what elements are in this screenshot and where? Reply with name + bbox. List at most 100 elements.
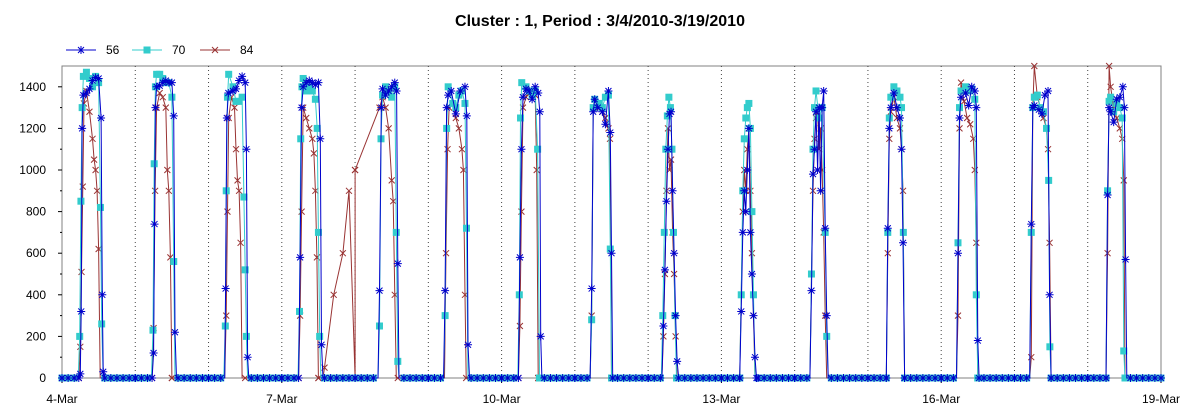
data-point: [606, 245, 614, 253]
data-point: [590, 95, 599, 104]
data-point: [979, 374, 988, 382]
data-point: [390, 78, 399, 87]
data-point: [464, 340, 473, 349]
data-point: [876, 374, 885, 382]
data-point: [1118, 114, 1126, 122]
y-tick-label: 800: [26, 205, 46, 219]
data-point: [659, 322, 668, 330]
data-point: [86, 108, 93, 116]
data-point: [906, 374, 915, 382]
data-point: [943, 374, 952, 382]
data-point: [528, 95, 537, 104]
data-point: [119, 374, 128, 382]
data-point: [1045, 290, 1054, 299]
data-point: [957, 93, 966, 102]
data-point: [78, 104, 86, 112]
data-point: [1138, 374, 1147, 382]
data-point: [165, 187, 173, 195]
data-point: [546, 374, 555, 382]
data-point: [955, 114, 964, 122]
data-point: [387, 82, 396, 91]
data-point: [680, 374, 689, 382]
data-point: [299, 74, 307, 82]
data-point: [169, 111, 178, 120]
data-point: [312, 187, 319, 195]
data-point: [966, 120, 974, 128]
data-point: [455, 125, 463, 132]
data-point: [82, 68, 90, 76]
data-point: [604, 86, 613, 95]
data-point: [1053, 374, 1062, 382]
data-point: [461, 99, 469, 107]
data-point: [442, 103, 451, 112]
data-point: [308, 78, 317, 87]
data-point: [1126, 374, 1135, 382]
legend-marker: [77, 46, 85, 54]
data-point: [889, 89, 898, 98]
data-point: [77, 307, 86, 316]
data-point: [1077, 374, 1086, 382]
data-point: [552, 374, 561, 382]
series-layer: [58, 62, 1165, 382]
data-point: [385, 125, 393, 132]
data-point: [723, 374, 732, 382]
legend-marker: [211, 46, 219, 54]
data-point: [74, 374, 83, 382]
data-point: [221, 284, 230, 293]
data-point: [1065, 374, 1074, 382]
data-point: [533, 166, 541, 174]
data-point: [536, 332, 545, 341]
data-point: [1115, 93, 1124, 102]
data-point: [392, 86, 401, 95]
data-point: [242, 332, 250, 340]
data-point: [895, 114, 904, 122]
data-point: [918, 374, 927, 382]
data-point: [972, 291, 980, 299]
data-point: [265, 374, 274, 382]
data-point: [671, 311, 680, 320]
data-point: [243, 353, 252, 362]
data-point: [742, 114, 750, 122]
data-point: [305, 76, 314, 85]
data-point: [937, 374, 946, 382]
data-point: [992, 374, 1001, 382]
data-point: [330, 291, 338, 299]
data-point: [963, 114, 971, 122]
data-point: [216, 374, 225, 382]
data-point: [912, 374, 921, 382]
data-point: [96, 203, 104, 211]
data-point: [378, 84, 387, 93]
data-point: [954, 312, 962, 319]
data-point: [796, 374, 805, 382]
data-point: [1034, 105, 1043, 114]
data-point: [717, 374, 726, 382]
data-point: [1089, 374, 1098, 382]
data-point: [149, 326, 157, 334]
data-point: [1037, 109, 1046, 118]
data-point: [883, 224, 892, 233]
data-point: [310, 150, 318, 157]
data-point: [515, 253, 524, 262]
data-point: [1144, 374, 1153, 382]
data-point: [125, 374, 134, 382]
x-tick-label: 7-Mar: [266, 392, 297, 406]
data-point: [1132, 374, 1141, 382]
data-point: [857, 374, 866, 382]
data-point: [522, 84, 531, 93]
data-point: [1046, 343, 1054, 351]
data-point: [332, 374, 341, 382]
x-tick-label: 13-Mar: [702, 392, 740, 406]
data-point: [100, 374, 109, 382]
data-point: [517, 145, 526, 154]
data-point: [170, 258, 178, 266]
data-point: [456, 86, 465, 95]
data-point: [1102, 374, 1111, 382]
data-point: [686, 374, 695, 382]
y-tick-label: 400: [26, 288, 46, 302]
data-point: [375, 286, 384, 295]
data-point: [540, 374, 549, 382]
data-point: [384, 86, 393, 95]
y-tick-label: 1400: [19, 80, 46, 94]
data-point: [802, 374, 811, 382]
legend: 56 70 84: [66, 43, 254, 57]
